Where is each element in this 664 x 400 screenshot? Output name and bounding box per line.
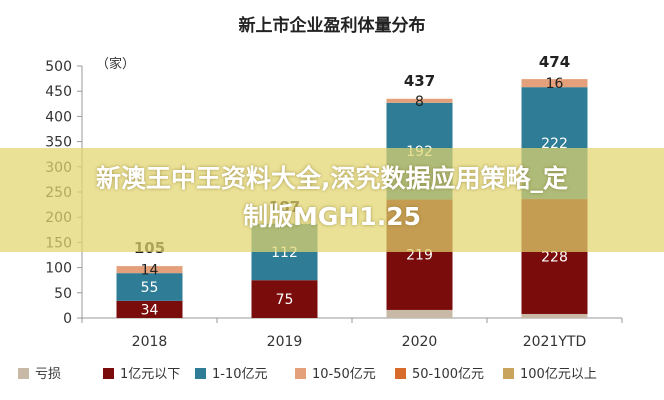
bar-segment bbox=[521, 313, 588, 318]
segment-label: 75 bbox=[276, 292, 294, 308]
y-tick-label: 350 bbox=[45, 135, 72, 151]
x-category-label: 2020 bbox=[402, 334, 438, 350]
watermark-band bbox=[0, 148, 664, 252]
y-tick-label: 100 bbox=[45, 261, 72, 277]
bar-segment bbox=[521, 79, 588, 88]
legend-swatch bbox=[103, 368, 114, 379]
bar-segment bbox=[116, 300, 183, 318]
x-category-label: 2021YTD bbox=[523, 334, 587, 350]
y-tick-label: 0 bbox=[63, 311, 72, 327]
legend-swatch bbox=[395, 368, 406, 379]
segment-label: 55 bbox=[141, 280, 159, 296]
y-tick-label: 500 bbox=[45, 59, 72, 75]
y-axis-unit: （家） bbox=[96, 56, 135, 72]
segment-label: 16 bbox=[546, 76, 564, 92]
legend-label: 1-10亿元 bbox=[212, 367, 268, 382]
bar-total-label: 437 bbox=[404, 72, 435, 90]
segment-label: 14 bbox=[141, 263, 159, 279]
legend-swatch bbox=[18, 368, 29, 379]
legend-label: 1亿元以下 bbox=[120, 367, 180, 382]
legend-swatch bbox=[195, 368, 206, 379]
legend: 亏损 1亿元以下 1-10亿元 10-50亿元 50-100亿元 100亿元以上 bbox=[18, 367, 597, 382]
legend-label: 50-100亿元 bbox=[412, 367, 484, 382]
watermark-line-1: 新澳王中王资料大全,深究数据应用策略_定 bbox=[96, 164, 568, 193]
segment-label: 34 bbox=[141, 302, 159, 318]
x-category-label: 2018 bbox=[132, 334, 168, 350]
segment-label: 8 bbox=[415, 94, 424, 110]
x-category-label: 2019 bbox=[267, 334, 303, 350]
legend-swatch bbox=[503, 368, 514, 379]
bar-segment bbox=[386, 98, 453, 103]
bar-total-label: 474 bbox=[539, 53, 570, 71]
y-tick-label: 400 bbox=[45, 109, 72, 125]
y-tick-label: 50 bbox=[54, 286, 72, 302]
y-tick-label: 450 bbox=[45, 84, 72, 100]
bar-segment bbox=[116, 273, 183, 301]
watermark-line-2: 制版MGH1.25 bbox=[242, 202, 421, 231]
chart-title: 新上市企业盈利体量分布 bbox=[239, 15, 426, 36]
watermark-text: 新澳王中王资料大全,深究数据应用策略_定 制版MGH1.25 bbox=[0, 160, 664, 236]
bar-segment bbox=[386, 309, 453, 318]
segment-label: 228 bbox=[541, 250, 568, 266]
bar-segment bbox=[251, 280, 318, 318]
bar-segment bbox=[116, 266, 183, 274]
legend-label: 亏损 bbox=[35, 367, 61, 382]
legend-swatch bbox=[295, 368, 306, 379]
legend-label: 10-50亿元 bbox=[312, 367, 376, 382]
legend-label: 100亿元以上 bbox=[520, 367, 597, 382]
